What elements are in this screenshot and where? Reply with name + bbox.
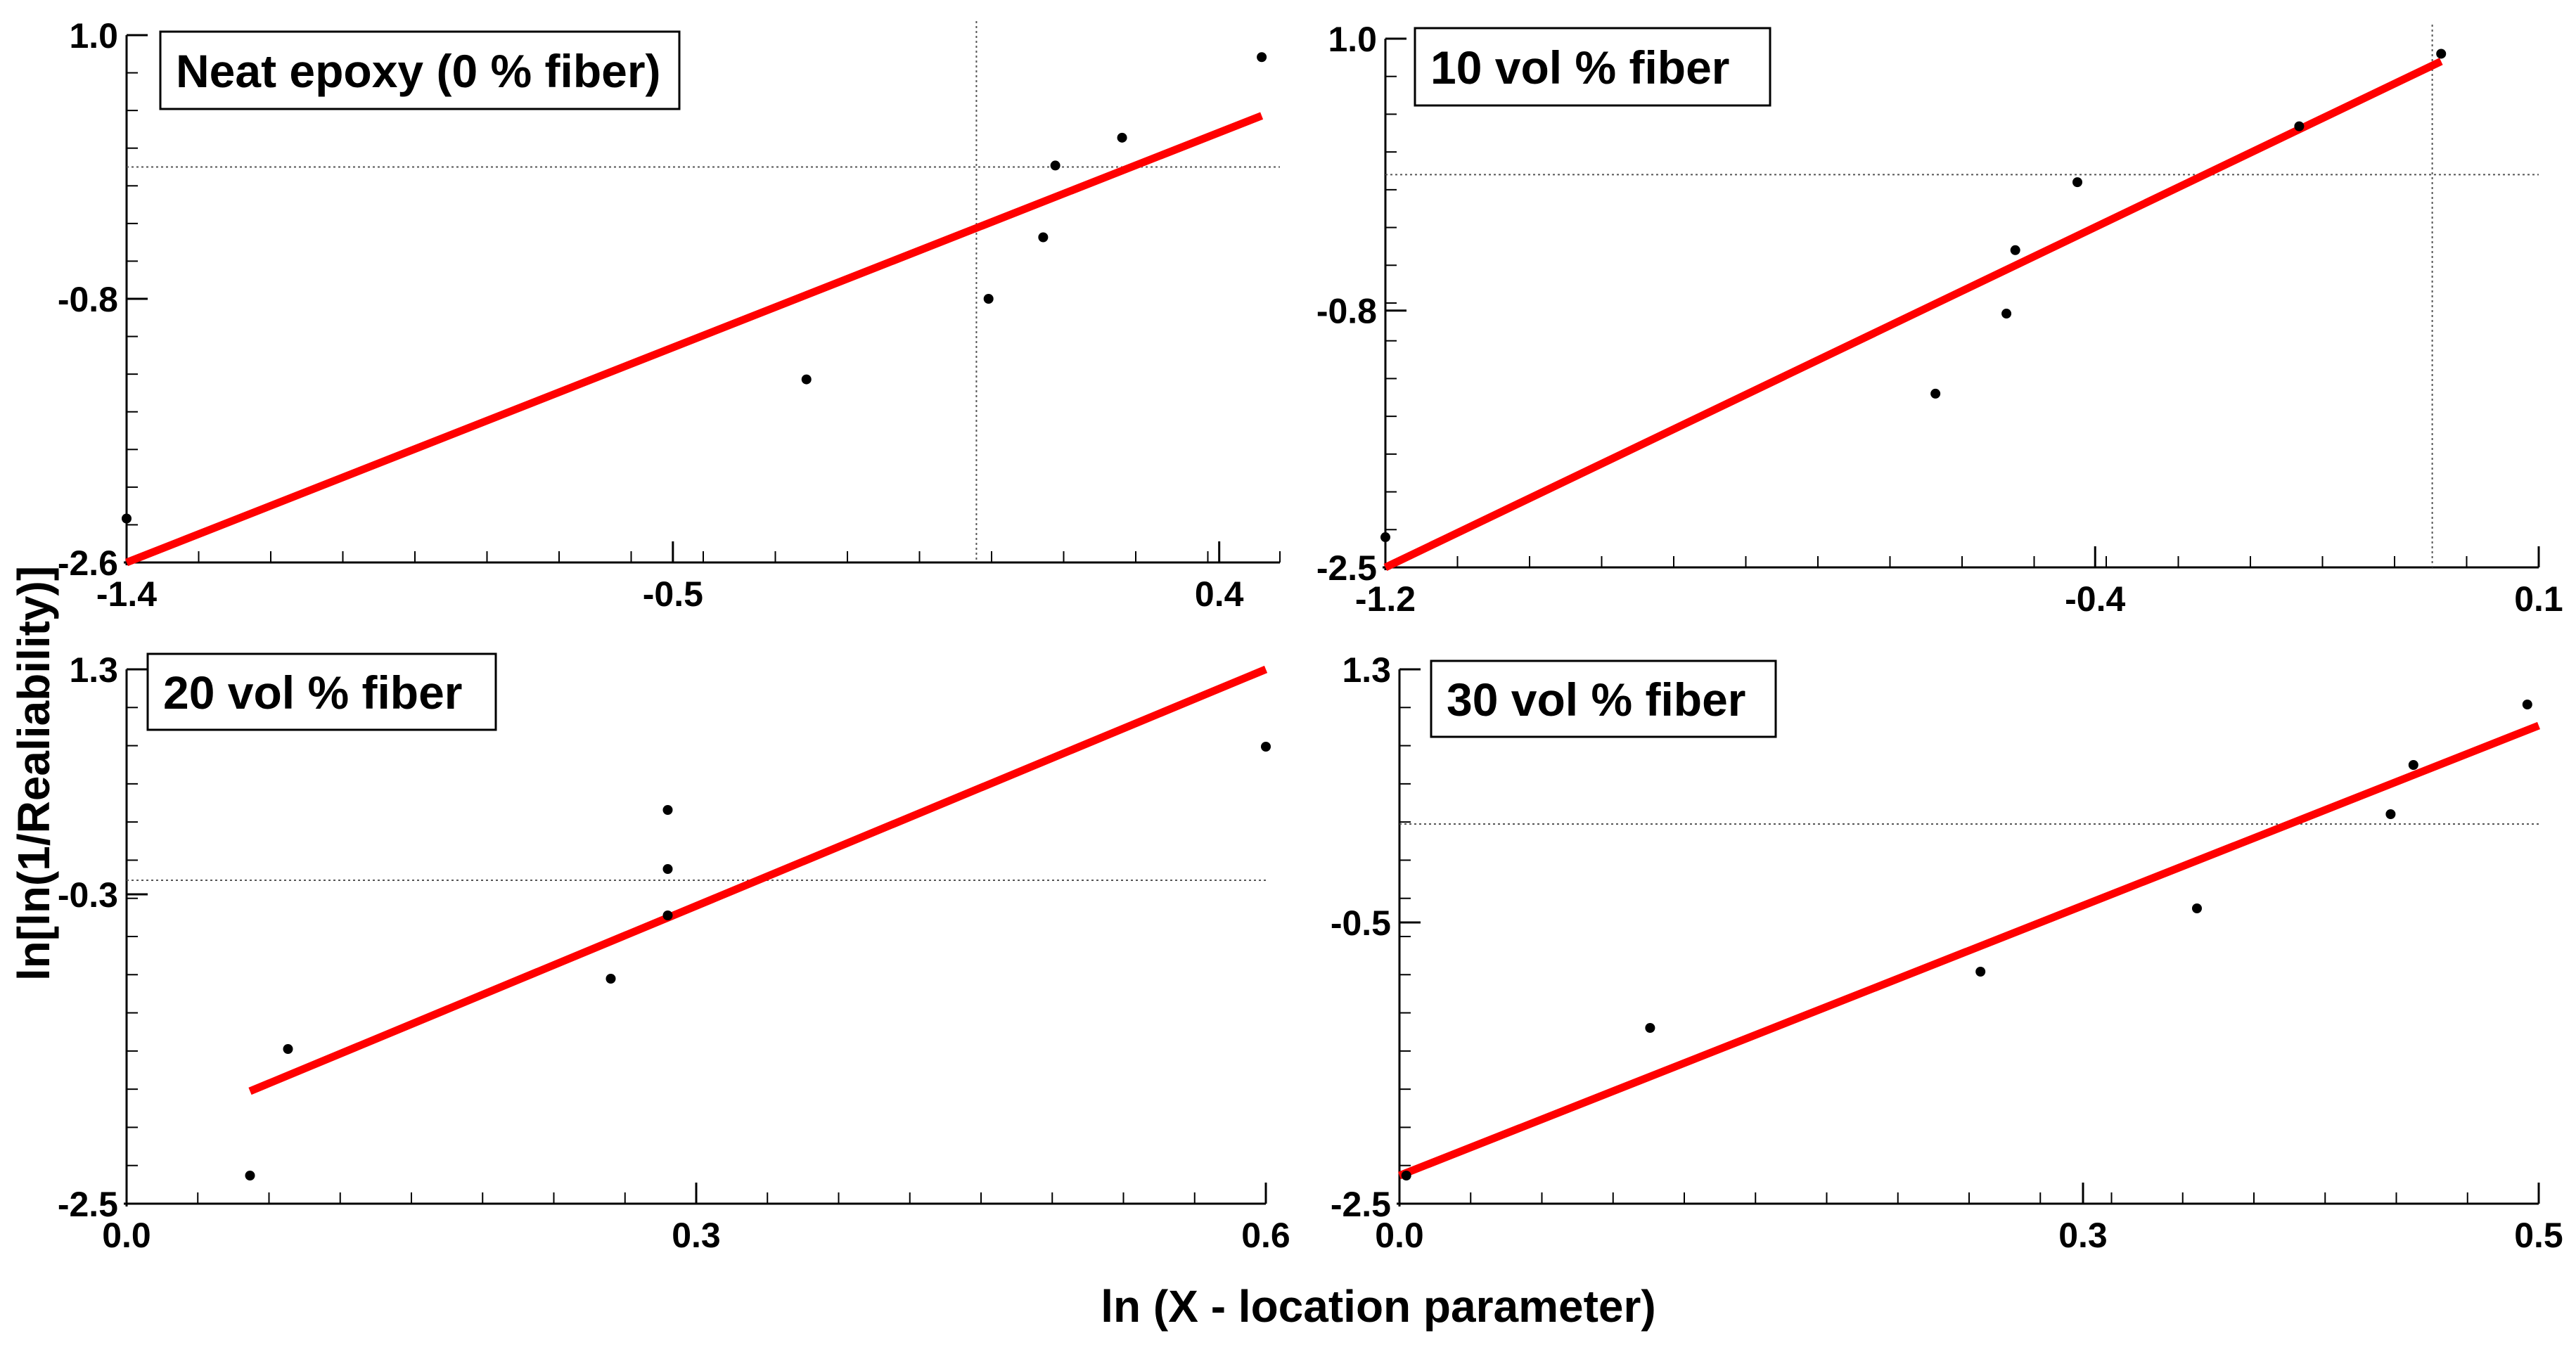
x-tick-label: 0.3 [2058, 1216, 2108, 1255]
x-tick-label: 0.3 [672, 1216, 721, 1255]
data-point [662, 864, 673, 874]
data-point [983, 294, 994, 304]
panel-title: Neat epoxy (0 % fiber) [176, 45, 661, 97]
y-tick-label: 1.0 [69, 16, 118, 56]
data-point [1401, 1171, 1411, 1180]
x-axis-title: ln (X - location parameter) [1101, 1281, 1655, 1332]
data-point [1261, 742, 1271, 752]
panel-title: 10 vol % fiber [1430, 41, 1730, 94]
data-point [2522, 700, 2532, 709]
x-tick-label: 0.1 [2514, 579, 2563, 619]
data-point [2001, 309, 2012, 319]
data-point [2385, 809, 2396, 819]
data-point [2072, 177, 2082, 188]
panel-title-box [1414, 27, 1771, 107]
data-point [283, 1044, 293, 1054]
chart-panel-4: 0.0 0.3 0.5 -2.5 -0.5 1.3 30 vol % fiber [1331, 650, 2563, 1255]
panel-title: 30 vol % fiber [1447, 674, 1746, 726]
data-point [2010, 245, 2020, 255]
chart-panel-1: -1.4 -0.5 0.4 -2.6 -0.8 1.0 Neat epoxy (0 % fi… [58, 16, 1281, 614]
y-tick-label: -2.5 [58, 1185, 118, 1224]
data-point [122, 513, 132, 524]
x-tick-label: -1.4 [96, 574, 157, 614]
x-tick-label: 0.0 [1375, 1216, 1424, 1255]
y-tick-label: -0.3 [58, 875, 118, 915]
data-point [801, 374, 812, 385]
data-point [1050, 160, 1060, 171]
x-tick-label: 0.6 [1241, 1216, 1290, 1255]
data-point [1380, 532, 1390, 543]
fit-line [124, 112, 1264, 567]
data-point [2408, 760, 2418, 770]
data-point [1930, 388, 1941, 399]
chart-panel-2: -1.2 -0.4 0.1 -2.5 -0.8 1.0 10 vol % fiber [1316, 20, 2563, 619]
x-tick-label: 0.0 [102, 1216, 151, 1255]
panel-title-box [1430, 659, 1777, 738]
data-point [662, 910, 673, 920]
x-tick-label: -0.4 [2065, 579, 2125, 619]
data-point [662, 805, 673, 815]
y-tick-label: -0.8 [58, 280, 118, 319]
data-point [605, 974, 616, 984]
data-point [2192, 903, 2202, 913]
data-point [1038, 232, 1049, 243]
panel-title-box [146, 652, 497, 731]
y-tick-label: -2.5 [1331, 1185, 1391, 1224]
fit-line [248, 665, 1268, 1095]
x-tick-label: -0.5 [643, 574, 703, 614]
y-tick-label: -2.6 [58, 543, 118, 583]
data-point [1257, 52, 1267, 63]
data-point [2294, 121, 2305, 131]
data-point [1975, 967, 1986, 977]
data-point [245, 1171, 255, 1180]
fit-line [1383, 58, 2443, 571]
x-tick-label: 0.5 [2514, 1216, 2563, 1255]
chart-panel-3: 0.0 0.3 0.6 -2.5 -0.3 1.3 20 vol % fiber [58, 650, 1290, 1255]
data-point [1645, 1023, 1655, 1033]
x-tick-label: 0.4 [1195, 574, 1244, 614]
fit-line [1397, 721, 2541, 1180]
data-point [2436, 49, 2447, 59]
data-point [1117, 132, 1127, 143]
y-tick-label: -0.8 [1316, 292, 1377, 331]
x-tick-label: -1.2 [1355, 579, 1416, 619]
y-tick-label: 1.0 [1328, 20, 1377, 59]
y-tick-label: -0.5 [1331, 903, 1391, 943]
y-tick-label: 1.3 [1342, 650, 1391, 690]
y-tick-label: -2.5 [1316, 548, 1377, 588]
y-tick-label: 1.3 [69, 650, 118, 690]
y-axis-title: ln[ln(1/Realiability)] [8, 566, 59, 981]
panel-title: 20 vol % fiber [163, 667, 463, 719]
panel-title-box [159, 30, 681, 110]
